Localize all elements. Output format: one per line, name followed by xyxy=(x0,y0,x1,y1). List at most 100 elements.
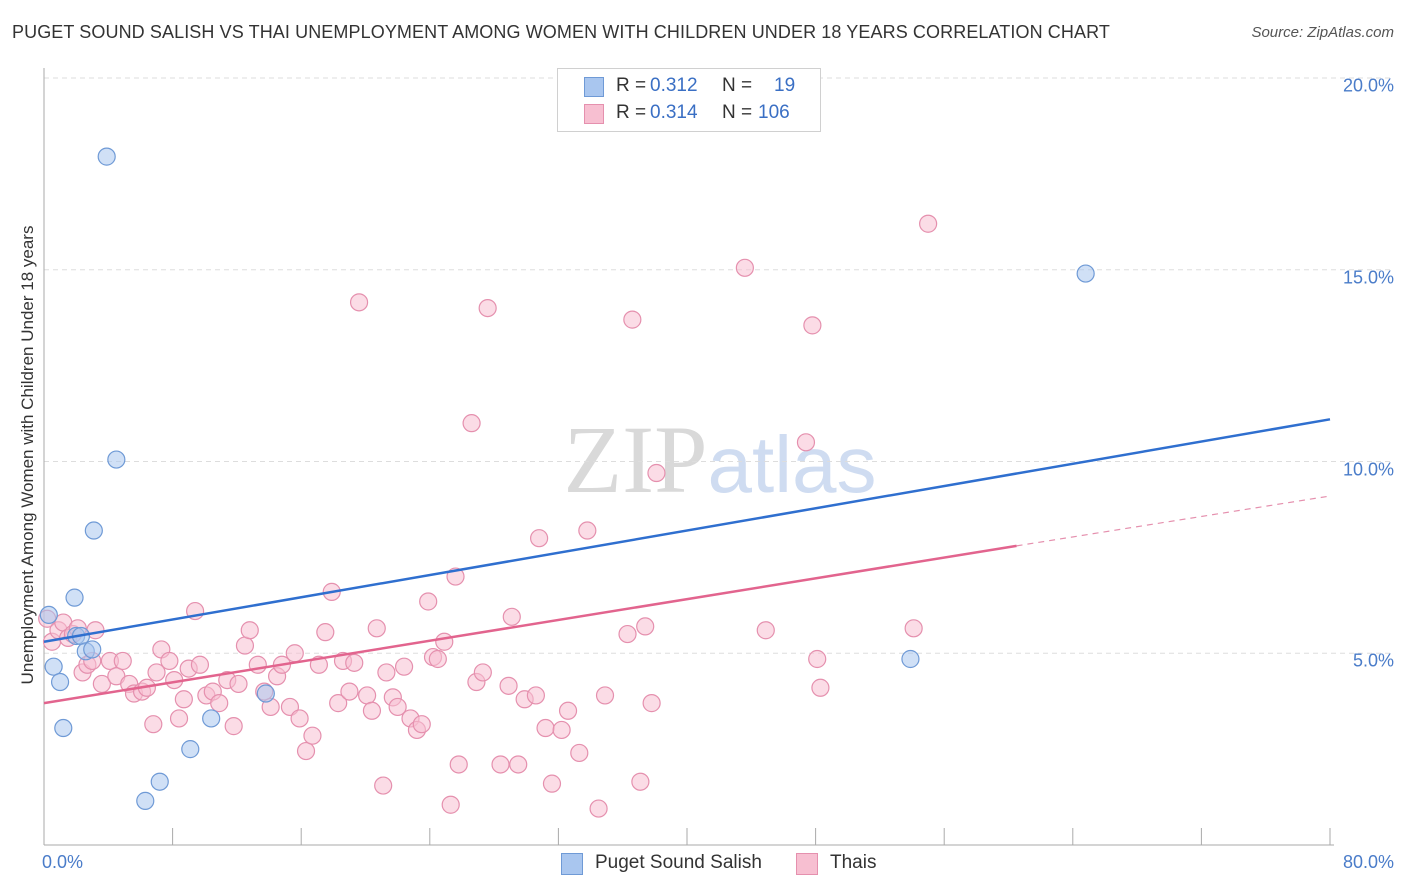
thais-point xyxy=(174,690,193,709)
thais-point xyxy=(144,715,163,734)
thais-point xyxy=(462,414,481,433)
chart-title: PUGET SOUND SALISH VS THAI UNEMPLOYMENT … xyxy=(12,22,1110,42)
thais-point xyxy=(502,607,521,626)
y-tick-label: 10.0% xyxy=(1342,459,1394,479)
thais-point xyxy=(169,709,189,728)
puget-sound-salish-point xyxy=(83,640,102,659)
puget-sound-salish-point xyxy=(181,740,200,759)
puget-sound-salish-point xyxy=(54,718,73,738)
y-tick-label: 15.0% xyxy=(1342,267,1394,288)
puget-sound-salish-point xyxy=(256,684,275,703)
puget-sound-salish-point xyxy=(107,450,126,469)
y-tick-label: 5.0% xyxy=(1352,650,1394,671)
thais-point xyxy=(509,755,528,774)
puget-sound-salish-point xyxy=(65,588,84,607)
thais-point xyxy=(919,214,938,233)
thais-point xyxy=(904,619,923,638)
thais-point xyxy=(449,755,468,774)
thais-point xyxy=(735,258,754,277)
thais-point xyxy=(796,433,816,452)
thais-point xyxy=(647,463,666,483)
puget-sound-salish-point xyxy=(97,147,116,166)
trend-lines xyxy=(43,418,1331,705)
stats-n-label: N = xyxy=(722,102,753,123)
y-tick-label: 20.0% xyxy=(1342,75,1394,96)
thais-point xyxy=(552,720,571,740)
legend-swatch-thais xyxy=(796,853,818,875)
thais-point xyxy=(623,310,642,329)
thais-point xyxy=(595,686,615,705)
thais-point xyxy=(394,657,414,676)
thais-point xyxy=(190,655,210,674)
gridlines xyxy=(44,77,1392,654)
thais-point xyxy=(147,663,166,682)
x-tick-min: 0.0% xyxy=(42,852,84,872)
puget-sound-salish-point xyxy=(44,657,63,676)
thais-point xyxy=(536,718,555,738)
puget-sound-salish-trend-line xyxy=(43,418,1331,643)
source-label: Source: ZipAtlas.com xyxy=(1251,24,1394,41)
stats-swatch-thais xyxy=(584,104,604,124)
thais-point xyxy=(811,678,830,697)
thais-point xyxy=(316,623,335,642)
watermark: ZIPatlas xyxy=(564,406,877,513)
puget-sound-salish-point xyxy=(50,672,70,692)
stats-r-label: R = xyxy=(616,102,647,123)
stats-r-value: 0.314 xyxy=(650,102,698,123)
stats-box: R = 0.312 N = 19 R = 0.314 N = 106 xyxy=(557,68,821,132)
puget-sound-salish-point xyxy=(136,791,155,810)
thais-point xyxy=(473,663,492,682)
thais-point xyxy=(642,694,661,713)
thais-point xyxy=(240,621,259,640)
stats-n-label: N = xyxy=(722,75,753,96)
puget-sound-salish-point xyxy=(84,521,103,540)
thais-point xyxy=(499,676,518,695)
stats-n-value: 106 xyxy=(758,102,790,123)
thais-point xyxy=(340,682,359,701)
thais-point xyxy=(428,649,447,669)
thais-point xyxy=(303,726,322,745)
puget-sound-salish-point xyxy=(150,772,169,791)
thais-point xyxy=(618,624,637,644)
thais-point xyxy=(113,651,132,671)
thais-point xyxy=(367,619,386,638)
thais-point xyxy=(530,529,549,548)
thais-point xyxy=(235,636,255,655)
data-points xyxy=(38,147,1095,818)
puget-sound-salish-point xyxy=(1076,264,1095,283)
x-tick-max: 80.0% xyxy=(1342,852,1394,872)
thais-point xyxy=(388,697,407,717)
thais-point xyxy=(526,686,545,705)
thais-point xyxy=(542,774,562,793)
thais-point xyxy=(808,649,827,669)
thais-point xyxy=(160,651,179,671)
puget-sound-salish-point xyxy=(39,605,58,625)
axes xyxy=(43,68,1334,846)
thais-point xyxy=(92,674,111,694)
thais-trend-extension xyxy=(1016,495,1331,547)
thais-point xyxy=(636,617,655,636)
thais-point xyxy=(329,694,348,713)
thais-point xyxy=(441,795,460,814)
stats-r-label: R = xyxy=(616,75,647,96)
thais-point xyxy=(570,743,589,763)
thais-point xyxy=(349,293,369,312)
thais-point xyxy=(296,741,316,761)
thais-point xyxy=(358,686,377,705)
thais-point xyxy=(362,701,382,720)
thais-point xyxy=(224,717,243,736)
thais-point xyxy=(412,715,431,734)
legend-label-thais: Thais xyxy=(830,852,877,873)
thais-point xyxy=(589,799,608,818)
stats-r-value: 0.312 xyxy=(650,75,698,96)
thais-point xyxy=(210,694,229,713)
stats-row-puget: R = 0.312 N = 19 xyxy=(558,75,820,99)
thais-point xyxy=(631,772,650,791)
thais-point xyxy=(345,653,364,672)
thais-point xyxy=(419,592,438,611)
stats-row-thais: R = 0.314 N = 106 xyxy=(558,102,820,126)
stats-swatch-puget xyxy=(584,77,604,97)
thais-point xyxy=(491,755,510,774)
thais-point xyxy=(377,663,396,682)
